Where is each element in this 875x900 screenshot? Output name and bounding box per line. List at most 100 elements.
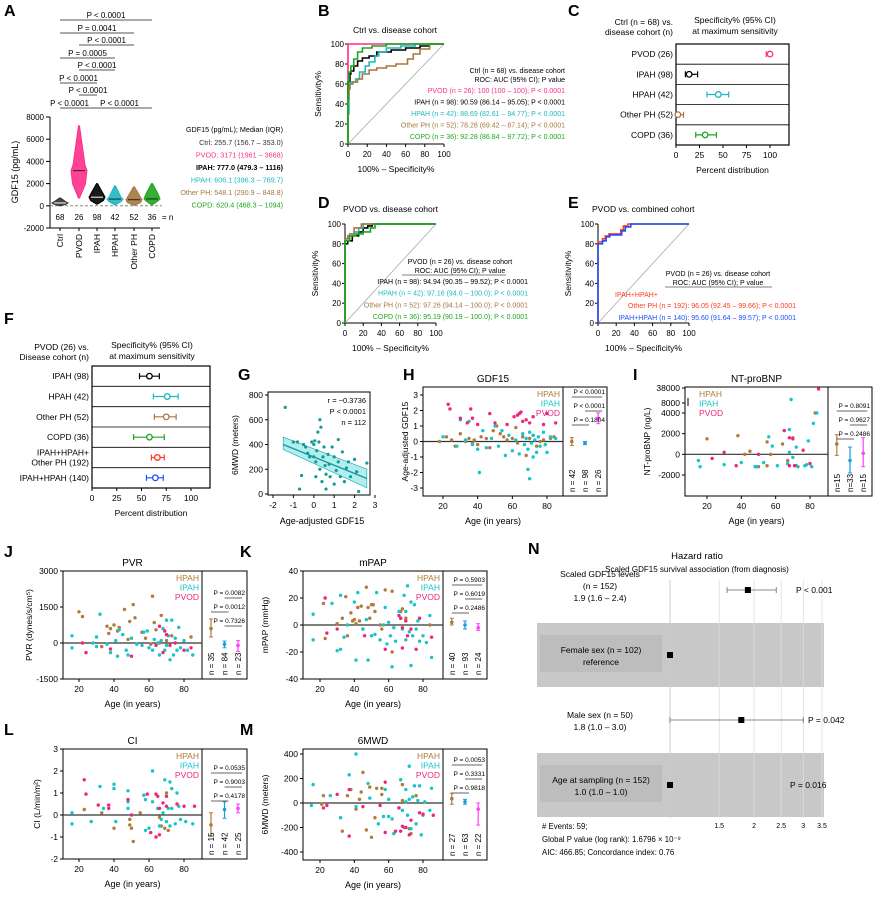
n-label: n = 42 (568, 469, 577, 492)
data-point-ipah (366, 781, 370, 786)
data-point-ipah (787, 450, 792, 454)
y-tick-label: 2 (413, 406, 418, 416)
data-point-hpah (82, 807, 86, 812)
y-axis-label: CI (L/min/m²) (32, 779, 42, 829)
data-point-hpah (164, 791, 169, 795)
data-point-hpah (131, 839, 135, 844)
data-point-hpah (359, 604, 363, 608)
y-tick-label: 100 (581, 220, 595, 229)
x-tick-label: 100 (763, 150, 777, 160)
legend-header: Ctrl (n = 68) vs. disease cohort (469, 68, 565, 75)
header-right: at maximum sensitivity (109, 351, 195, 361)
n-label: n = 98 (581, 469, 590, 492)
data-point-ipah (114, 638, 118, 643)
data-point-ipah (368, 796, 372, 800)
data-point (338, 475, 342, 479)
data-point-ipah (376, 822, 381, 826)
data-point-hpah (152, 620, 156, 625)
data-point-pvod (321, 806, 326, 810)
panel-label: F (4, 311, 14, 328)
panel-label: H (403, 367, 415, 384)
x-tick-label: 3 (373, 500, 378, 510)
data-point-hpah (444, 435, 449, 439)
data-point-ipah (392, 626, 396, 630)
data-point-pvod (362, 634, 367, 638)
data-point-pvod (80, 641, 85, 645)
x-tick-label: -2 (269, 500, 277, 510)
data-point-ipah (91, 641, 95, 645)
data-point-hpah (521, 435, 525, 439)
data-point-ipah (411, 795, 415, 799)
data-point-ipah (775, 464, 780, 468)
row-label: HPAH (42) (49, 392, 90, 402)
data-point-hpah (149, 642, 153, 646)
data-point-ipah (423, 800, 427, 804)
data-point-ipah (815, 411, 819, 415)
x-axis-label: Age (in years) (104, 699, 160, 709)
data-point-ipah (545, 450, 549, 455)
y-tick-label: 40 (289, 566, 299, 576)
data-point-pvod (409, 627, 413, 631)
group-mean (570, 439, 574, 444)
row-label: (n = 152) (583, 581, 617, 591)
x-tick-label: 40 (377, 329, 386, 338)
data-point-ipah (463, 438, 468, 442)
plot-frame (684, 386, 873, 497)
roc-curve (347, 43, 444, 144)
x-tick-label: 2 (752, 823, 756, 830)
data-point-ipah (388, 634, 393, 638)
n-label: 98 (93, 213, 102, 222)
y-tick-label: 4000 (661, 408, 680, 418)
data-point-ipah (175, 791, 179, 795)
data-point-hpah (491, 428, 495, 433)
y-tick-label: 20 (585, 299, 594, 308)
data-point-ipah (455, 444, 459, 448)
p-value-label: P < 0.001 (796, 585, 833, 595)
data-point-ipah (335, 648, 339, 653)
data-point-ipah (536, 435, 541, 439)
roc-curve (344, 223, 436, 323)
data-point-ipah (739, 460, 744, 465)
chart-title: PVOD vs. disease cohort (343, 204, 439, 214)
data-point-hpah (129, 826, 134, 830)
data-point-ipah (383, 787, 387, 792)
x-axis-label: Age (in years) (465, 516, 521, 526)
data-point-hpah (383, 588, 387, 592)
legend-entry: HPAH (537, 389, 560, 399)
data-point-hpah (159, 613, 163, 618)
data-point-ipah (424, 640, 429, 645)
row-label: IPAH+HPAH+ (37, 448, 89, 458)
category-label: COPD (147, 234, 157, 259)
y-tick-label: 2000 (26, 180, 44, 189)
data-point-ipah (484, 446, 489, 450)
data-point-pvod (527, 421, 532, 425)
data-point-hpah (128, 619, 132, 624)
data-point-pvod (82, 778, 86, 782)
x-tick-label: 0 (343, 329, 348, 338)
y-tick-label: 400 (249, 440, 263, 450)
data-point-ipah (381, 814, 386, 819)
y-tick-label: 800 (249, 390, 263, 400)
n-label: n = 93 (461, 652, 470, 675)
chart-title: CI (128, 736, 138, 747)
data-point-ipah (386, 620, 391, 624)
data-point (326, 452, 330, 456)
x-axis-label: Age (in years) (345, 699, 401, 709)
p-value-label: P = 0.042 (808, 715, 845, 725)
data-point-ipah (164, 618, 169, 622)
data-point-ipah (70, 811, 74, 815)
data-point (330, 445, 334, 449)
data-point-hpah (143, 636, 148, 640)
group-mean (463, 623, 467, 627)
data-point-hpah (736, 434, 740, 438)
data-point-hpah (534, 444, 539, 448)
y-tick-label: 600 (249, 415, 263, 425)
data-point-pvod (524, 418, 528, 422)
x-axis-label: Age (in years) (345, 880, 401, 890)
y-tick-label: 20 (332, 299, 341, 308)
x-tick-label: 0 (674, 150, 679, 160)
y-tick-label: 40 (335, 100, 344, 109)
data-point-ipah (493, 424, 497, 428)
data-point-pvod (192, 804, 197, 808)
data-point (332, 455, 336, 459)
